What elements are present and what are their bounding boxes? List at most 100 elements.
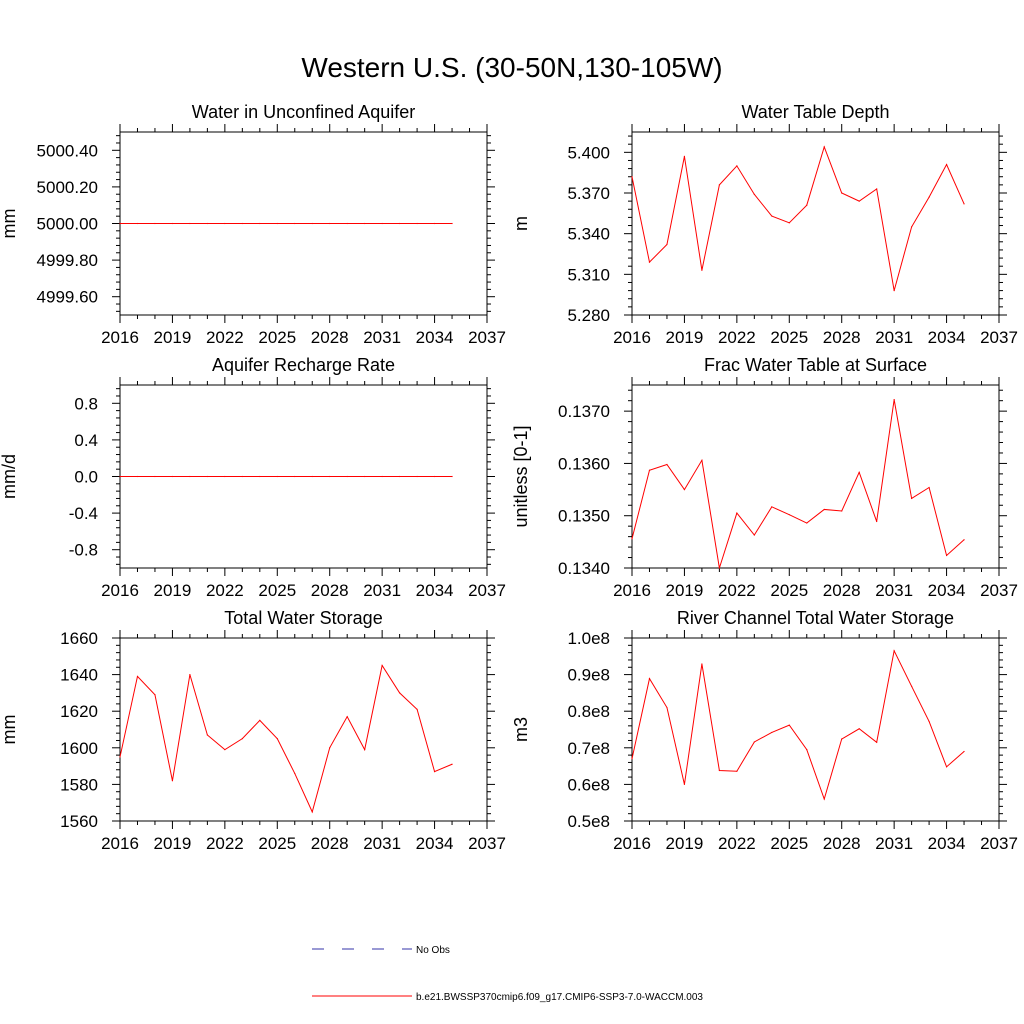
data-point: [701, 459, 703, 461]
x-tick-label: 2028: [823, 834, 861, 853]
data-point: [928, 196, 930, 198]
x-tick-label: 2025: [258, 581, 296, 600]
data-point: [171, 780, 174, 782]
data-point: [788, 514, 790, 516]
x-tick-label: 2031: [363, 328, 401, 347]
data-point: [294, 475, 296, 478]
y-tick-label: 5.400: [567, 143, 610, 162]
y-tick-label: 0.8: [74, 394, 98, 413]
legend-obs-label: No Obs: [416, 945, 450, 956]
data-point: [189, 475, 191, 478]
y-tick-label: 0.4: [74, 431, 98, 450]
data-point: [666, 243, 668, 246]
data-point: [416, 708, 418, 710]
data-point: [771, 506, 773, 508]
x-tick-label: 2019: [154, 328, 192, 347]
legend-model-label: b.e21.BWSSP370cmip6.f09_g17.CMIP6-SSP3-7…: [416, 992, 703, 1003]
data-point: [224, 475, 226, 478]
x-tick-label: 2034: [416, 328, 454, 347]
x-tick-label: 2025: [770, 834, 808, 853]
data-point: [399, 692, 401, 694]
data-point: [963, 539, 965, 541]
x-tick-label: 2022: [718, 581, 756, 600]
data-point: [753, 193, 755, 195]
panels-group: 2016 2019 2022 2025 2028 2031 2034 2037 4999.60 4…: [0, 102, 1018, 853]
data-point: [771, 215, 773, 217]
data-point: [364, 475, 366, 478]
y-tick-label: 5.370: [567, 184, 610, 203]
x-tick-label: 2022: [206, 328, 244, 347]
data-point: [736, 512, 738, 514]
plot-frame: [631, 131, 1000, 316]
y-tick-label: 5.280: [567, 306, 610, 325]
data-point: [945, 163, 948, 166]
data-point: [911, 497, 913, 500]
data-point: [945, 554, 948, 557]
x-tick-label: 2037: [468, 834, 506, 853]
data-point: [329, 475, 331, 478]
x-tick-label: 2016: [101, 328, 139, 347]
x-tick-label: 2016: [101, 834, 139, 853]
data-point: [841, 738, 843, 740]
x-tick-label: 2037: [980, 581, 1018, 600]
data-point: [451, 222, 453, 225]
data-point: [241, 222, 243, 225]
y-tick-label: 0.1350: [558, 507, 610, 526]
x-tick-label: 2019: [154, 834, 192, 853]
y-tick-label: 5000.00: [37, 215, 98, 234]
data-point: [451, 763, 453, 765]
data-point: [876, 188, 878, 190]
data-point: [666, 463, 668, 466]
data-point: [276, 222, 278, 225]
data-point: [294, 222, 296, 225]
data-point: [911, 685, 913, 687]
data-point: [136, 675, 139, 678]
series-line: [631, 649, 965, 801]
y-tick-label: -0.8: [69, 541, 98, 560]
data-point: [224, 749, 226, 751]
x-tick-label: 2025: [770, 581, 808, 600]
data-point: [963, 750, 965, 753]
data-point: [433, 222, 436, 225]
panel-title: Water Table Depth: [741, 102, 889, 122]
x-tick-label: 2034: [928, 834, 966, 853]
data-point: [206, 222, 208, 225]
data-point: [631, 758, 633, 760]
x-tick-label: 2031: [363, 834, 401, 853]
y-tick-label: 0.1340: [558, 559, 610, 578]
x-tick-label: 2022: [206, 581, 244, 600]
data-point: [945, 766, 948, 768]
y-axis-label: m3: [511, 717, 531, 742]
panel-title: Water in Unconfined Aquifer: [192, 102, 415, 122]
y-tick-label: 5.340: [567, 225, 610, 244]
x-tick-label: 2037: [468, 581, 506, 600]
plot-frame: [631, 384, 1000, 569]
y-axis-label: m: [511, 216, 531, 231]
data-point: [893, 650, 895, 652]
x-tick-label: 2034: [928, 328, 966, 347]
y-tick-label: 0.7e8: [567, 739, 610, 758]
data-point: [876, 520, 878, 523]
data-point: [683, 155, 686, 157]
data-point: [364, 222, 366, 225]
y-tick-label: 1660: [60, 629, 98, 648]
y-tick-label: 1620: [60, 702, 98, 721]
data-point: [753, 534, 755, 536]
data-point: [858, 471, 860, 473]
figure-title: Western U.S. (30-50N,130-105W): [301, 52, 723, 83]
x-tick-label: 2028: [311, 581, 349, 600]
data-point: [893, 399, 895, 401]
y-tick-label: 0.8e8: [567, 702, 610, 721]
data-point: [399, 222, 401, 225]
y-axis-label: mm/d: [0, 454, 19, 499]
data-point: [806, 204, 808, 206]
data-point: [311, 475, 313, 478]
data-point: [206, 475, 208, 478]
chart-panel: 2016 2019 2022 2025 2028 2031 2034 2037 1560 1580…: [0, 608, 506, 853]
data-point: [364, 749, 366, 751]
y-tick-label: -0.4: [69, 504, 98, 523]
data-point: [648, 678, 651, 680]
y-tick-label: 0.0: [74, 468, 98, 487]
x-tick-label: 2031: [363, 581, 401, 600]
panel-title: Total Water Storage: [224, 608, 382, 628]
